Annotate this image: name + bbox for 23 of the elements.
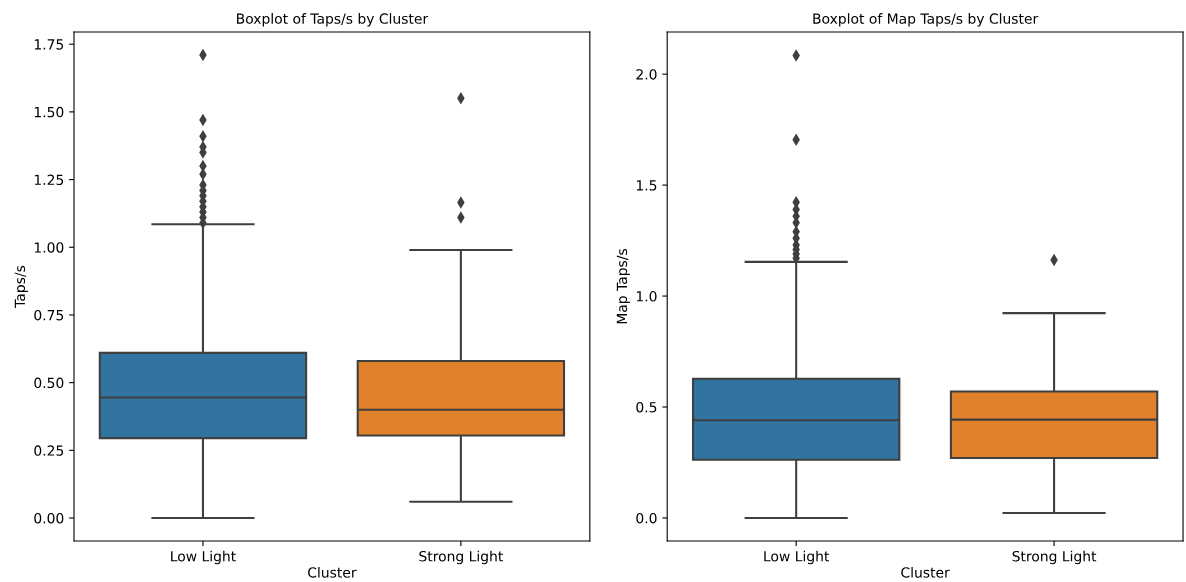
y-tick-label: 2.0 bbox=[636, 69, 657, 80]
y-tick-label: 1.75 bbox=[34, 39, 64, 50]
chart-title: Boxplot of Taps/s by Cluster bbox=[237, 13, 429, 27]
x-axis-title: Cluster bbox=[901, 566, 950, 578]
y-tick-label: 0.25 bbox=[34, 445, 64, 456]
y-tick-label: 1.00 bbox=[34, 242, 64, 253]
y-axis-title: Taps/s bbox=[14, 265, 28, 308]
y-tick-label: 1.25 bbox=[34, 174, 64, 186]
chart-title: Boxplot of Map Taps/s by Cluster bbox=[813, 13, 1039, 27]
y-tick-label: 1.5 bbox=[636, 180, 657, 191]
y-tick-label: 0.50 bbox=[34, 377, 64, 389]
x-tick-label: Low Light bbox=[171, 550, 236, 565]
y-axis-title: Map Taps/s bbox=[616, 249, 630, 324]
y-tick-label: 0.0 bbox=[636, 512, 657, 524]
y-tick-label: 1.0 bbox=[636, 291, 657, 302]
x-axis-title: Cluster bbox=[308, 566, 357, 578]
y-tick-label: 0.75 bbox=[34, 309, 64, 321]
x-tick-label: Strong Light bbox=[1012, 550, 1097, 565]
y-tick-label: 1.50 bbox=[34, 106, 64, 118]
x-tick-label: Low Light bbox=[764, 550, 830, 565]
y-tick-label: 0.5 bbox=[636, 401, 657, 413]
x-tick-label: Strong Light bbox=[419, 550, 503, 565]
y-tick-label: 0.00 bbox=[34, 512, 64, 524]
